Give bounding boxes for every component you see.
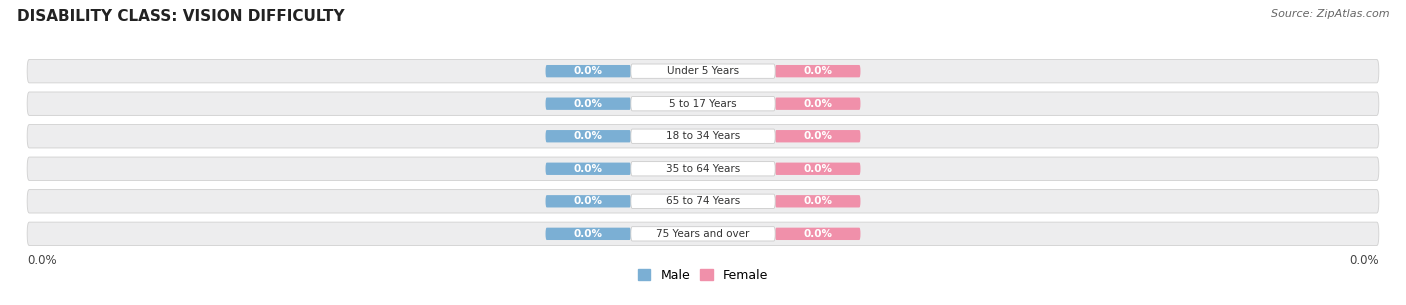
FancyBboxPatch shape xyxy=(775,195,860,207)
FancyBboxPatch shape xyxy=(631,129,775,143)
Text: 0.0%: 0.0% xyxy=(574,196,603,206)
FancyBboxPatch shape xyxy=(631,162,775,176)
Text: 0.0%: 0.0% xyxy=(574,164,603,174)
Text: 0.0%: 0.0% xyxy=(803,164,832,174)
FancyBboxPatch shape xyxy=(27,190,1379,213)
FancyBboxPatch shape xyxy=(631,64,775,78)
FancyBboxPatch shape xyxy=(27,92,1379,115)
FancyBboxPatch shape xyxy=(631,97,775,111)
Text: 0.0%: 0.0% xyxy=(27,254,56,267)
Text: 0.0%: 0.0% xyxy=(803,229,832,239)
Text: 0.0%: 0.0% xyxy=(574,229,603,239)
FancyBboxPatch shape xyxy=(775,98,860,110)
Text: 75 Years and over: 75 Years and over xyxy=(657,229,749,239)
Legend: Male, Female: Male, Female xyxy=(633,264,773,287)
FancyBboxPatch shape xyxy=(27,222,1379,246)
FancyBboxPatch shape xyxy=(546,98,631,110)
Text: 0.0%: 0.0% xyxy=(803,131,832,141)
Text: DISABILITY CLASS: VISION DIFFICULTY: DISABILITY CLASS: VISION DIFFICULTY xyxy=(17,9,344,24)
FancyBboxPatch shape xyxy=(775,228,860,240)
FancyBboxPatch shape xyxy=(775,130,860,142)
FancyBboxPatch shape xyxy=(27,59,1379,83)
FancyBboxPatch shape xyxy=(631,194,775,208)
Text: 0.0%: 0.0% xyxy=(574,131,603,141)
FancyBboxPatch shape xyxy=(775,163,860,175)
FancyBboxPatch shape xyxy=(775,65,860,77)
FancyBboxPatch shape xyxy=(546,130,631,142)
Text: 0.0%: 0.0% xyxy=(803,66,832,76)
FancyBboxPatch shape xyxy=(546,228,631,240)
Text: 5 to 17 Years: 5 to 17 Years xyxy=(669,99,737,109)
Text: 35 to 64 Years: 35 to 64 Years xyxy=(666,164,740,174)
Text: 0.0%: 0.0% xyxy=(1350,254,1379,267)
Text: Under 5 Years: Under 5 Years xyxy=(666,66,740,76)
Text: 0.0%: 0.0% xyxy=(803,99,832,109)
Text: 18 to 34 Years: 18 to 34 Years xyxy=(666,131,740,141)
FancyBboxPatch shape xyxy=(546,163,631,175)
Text: 0.0%: 0.0% xyxy=(803,196,832,206)
Text: 65 to 74 Years: 65 to 74 Years xyxy=(666,196,740,206)
FancyBboxPatch shape xyxy=(27,157,1379,181)
FancyBboxPatch shape xyxy=(27,124,1379,148)
Text: 0.0%: 0.0% xyxy=(574,99,603,109)
FancyBboxPatch shape xyxy=(546,195,631,207)
FancyBboxPatch shape xyxy=(546,65,631,77)
Text: 0.0%: 0.0% xyxy=(574,66,603,76)
FancyBboxPatch shape xyxy=(631,227,775,241)
Text: Source: ZipAtlas.com: Source: ZipAtlas.com xyxy=(1271,9,1389,19)
